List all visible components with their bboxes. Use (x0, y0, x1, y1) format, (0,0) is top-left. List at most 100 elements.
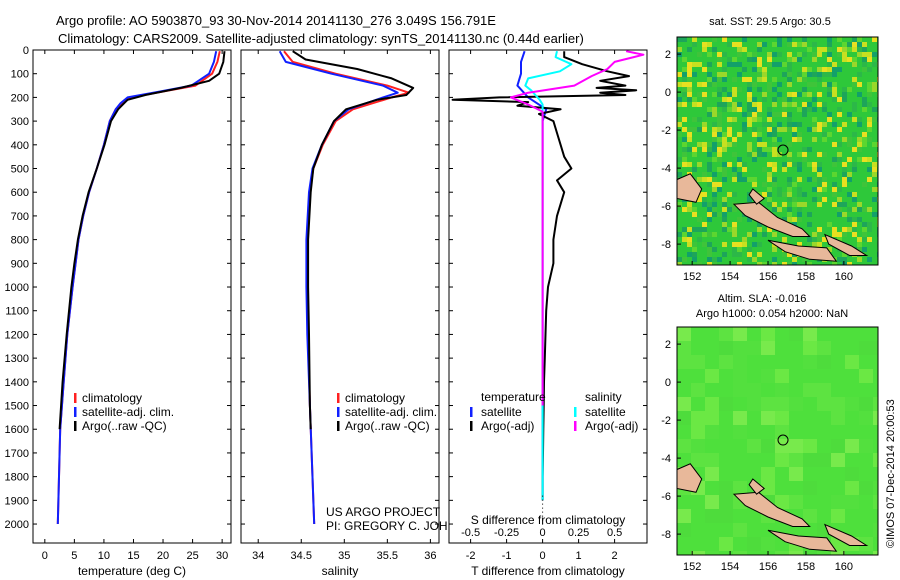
map-cell (782, 217, 787, 222)
argo-position-marker (777, 434, 789, 446)
series-line (292, 50, 415, 430)
map-cell (677, 509, 691, 523)
map-cell (857, 52, 862, 57)
map-cell (827, 112, 832, 117)
map-cell (872, 87, 877, 92)
sst-map-panel: sat. SST: 29.5 Argo: 30.5 152 154 156 158 16… (661, 16, 879, 283)
map-cell (702, 177, 707, 182)
map-cell (737, 247, 742, 252)
map-cell (712, 92, 717, 97)
map-cell (727, 192, 732, 197)
map-cell (802, 92, 807, 97)
map-cell (747, 341, 761, 355)
map-cell (787, 62, 792, 67)
x-tick-label: 20 (157, 550, 169, 562)
map-cell (677, 439, 691, 453)
map-cell (845, 467, 859, 481)
map-cell (822, 137, 827, 142)
map-cell (697, 177, 702, 182)
map-cell (761, 439, 775, 453)
map-cell (787, 197, 792, 202)
sla-map-panel: Altim. SLA: -0.016 Argo h1000: 0.054 h20… (661, 293, 879, 573)
map-cell (761, 467, 775, 481)
map-cell (677, 355, 691, 369)
map-cell (862, 67, 867, 72)
map-cell (862, 52, 867, 57)
map-cell (677, 341, 691, 355)
map-cell (717, 147, 722, 152)
map-cell (712, 182, 717, 187)
map-cell (762, 72, 767, 77)
map-cell (722, 102, 727, 107)
map-cell (847, 42, 852, 47)
map-cell (812, 167, 817, 172)
map-cell (687, 62, 692, 67)
map-cell (831, 397, 845, 411)
map-cell (717, 182, 722, 187)
map-cell (797, 132, 802, 137)
map-cell (712, 192, 717, 197)
map-cell (842, 167, 847, 172)
map-cell (847, 112, 852, 117)
map-cell (761, 411, 775, 425)
map-cell (722, 77, 727, 82)
map-cell (842, 182, 847, 187)
map-cell (862, 232, 867, 237)
map-cell (873, 495, 878, 509)
map-cell (822, 177, 827, 182)
map-cell (702, 67, 707, 72)
map-cell (782, 112, 787, 117)
map-cell (737, 262, 742, 265)
y-tick-label: 1800 (5, 472, 29, 484)
map-cell (831, 551, 845, 555)
map-cell (859, 369, 873, 383)
map-y-tick-label: 0 (665, 87, 671, 99)
map-cell (772, 102, 777, 107)
map-cell (867, 82, 872, 87)
legend-label: climatology (82, 391, 142, 405)
map-cell (842, 252, 847, 257)
map-cell (787, 187, 792, 192)
map-cell (719, 481, 733, 495)
map-y-tick-label: 2 (665, 339, 671, 351)
y-tick-label: 1000 (5, 282, 29, 294)
map-cell (817, 453, 831, 467)
map-cell (677, 523, 691, 537)
map-cell (832, 157, 837, 162)
map-cell (717, 137, 722, 142)
map-cell (872, 82, 877, 87)
map-cell (677, 47, 682, 52)
map-cell (747, 102, 752, 107)
map-cell (832, 192, 837, 197)
map-cell (872, 212, 877, 217)
map-cell (807, 162, 812, 167)
map-cell (802, 152, 807, 157)
map-cell (767, 82, 772, 87)
map-cell (777, 92, 782, 97)
map-cell (772, 262, 777, 265)
map-cell (867, 87, 872, 92)
map-cell (752, 52, 757, 57)
map-cell (837, 152, 842, 157)
map-cell (827, 52, 832, 57)
map-cell (787, 142, 792, 147)
land-polygon (823, 233, 869, 256)
map-cell (757, 57, 762, 62)
map-cell (827, 82, 832, 87)
map-cell (757, 127, 762, 132)
map-cell (817, 177, 822, 182)
series-line (451, 51, 638, 501)
map-cell (782, 252, 787, 257)
map-cell (857, 72, 862, 77)
map-cell (747, 52, 752, 57)
map-cell (742, 47, 747, 52)
map-cell (712, 197, 717, 202)
map-cell (733, 425, 747, 439)
map-cell (852, 227, 857, 232)
map-cell (732, 102, 737, 107)
map-cell (747, 147, 752, 152)
map-cell (687, 242, 692, 247)
salinity-axes-frame (240, 49, 440, 544)
map-cell (873, 341, 878, 355)
land-polygon (748, 188, 766, 205)
